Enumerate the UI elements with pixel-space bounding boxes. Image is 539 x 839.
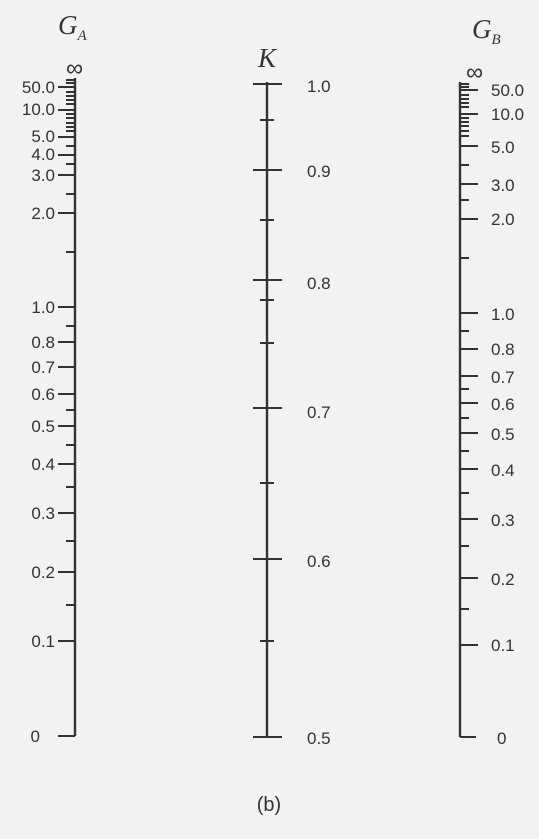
ga-tick-label: 0.8	[31, 333, 55, 352]
gb-tick-label: 0.4	[491, 461, 515, 480]
ga-tick-label: 50.0	[22, 78, 55, 97]
ga-tick-label: 0.1	[31, 632, 55, 651]
k-tick-label: 0.7	[307, 403, 331, 422]
ga-tick-label: 0.6	[31, 385, 55, 404]
gb-tick-label: 50.0	[491, 81, 524, 100]
figure-caption: (b)	[257, 794, 281, 816]
ga-labels: 50.0 10.0 5.0 4.0 3.0 2.0 1.0 0.8 0.7 0.…	[22, 78, 55, 746]
ga-title-letter: G	[58, 10, 78, 40]
gb-tick-label: 0.3	[491, 511, 515, 530]
gb-tick-label: 0.8	[491, 340, 515, 359]
gb-tick-label: 0.7	[491, 368, 515, 387]
k-tick-label: 0.8	[307, 274, 331, 293]
ga-tick-label: 0.3	[31, 504, 55, 523]
gb-tick-label: 3.0	[491, 176, 515, 195]
ga-tick-label: 5.0	[31, 127, 55, 146]
gb-tick-label: 2.0	[491, 210, 515, 229]
k-title: K	[257, 43, 278, 73]
gb-tick-label: 0.1	[491, 636, 515, 655]
ga-tick-label: 0	[31, 727, 40, 746]
ga-tick-label: 2.0	[31, 204, 55, 223]
k-tick-label: 0.9	[307, 162, 331, 181]
gb-tick-label: 0.6	[491, 395, 515, 414]
ga-tick-label: 0.5	[31, 417, 55, 436]
gb-title: GB	[472, 14, 501, 48]
ga-title-subscript: A	[77, 28, 88, 44]
ga-tick-label: 10.0	[22, 100, 55, 119]
gb-title-letter: G	[472, 14, 492, 44]
k-tick-label: 0.5	[307, 729, 331, 748]
gb-tick-label: 10.0	[491, 105, 524, 124]
gb-infinity-mark: ∞	[466, 59, 483, 86]
k-labels: 1.0 0.9 0.8 0.7 0.6 0.5	[307, 77, 331, 748]
gb-tick-label: 0	[497, 729, 506, 748]
ga-tick-label: 0.2	[31, 563, 55, 582]
ga-infinity-mark: ∞	[66, 55, 83, 82]
ga-tick-label: 4.0	[31, 145, 55, 164]
gb-tick-label: 0.5	[491, 425, 515, 444]
gb-tick-label: 5.0	[491, 138, 515, 157]
ga-tick-label: 1.0	[31, 298, 55, 317]
ga-tick-label: 0.4	[31, 455, 55, 474]
ga-tick-label: 3.0	[31, 166, 55, 185]
k-tick-label: 1.0	[307, 77, 331, 96]
tick-marks	[58, 79, 478, 738]
ga-title: GA	[58, 10, 88, 44]
ga-tick-label: 0.7	[31, 358, 55, 377]
gb-tick-label: 1.0	[491, 305, 515, 324]
k-tick-label: 0.6	[307, 552, 331, 571]
gb-tick-label: 0.2	[491, 570, 515, 589]
gb-title-subscript: B	[492, 32, 501, 48]
gb-labels: 50.0 10.0 5.0 3.0 2.0 1.0 0.8 0.7 0.6 0.…	[491, 81, 524, 748]
